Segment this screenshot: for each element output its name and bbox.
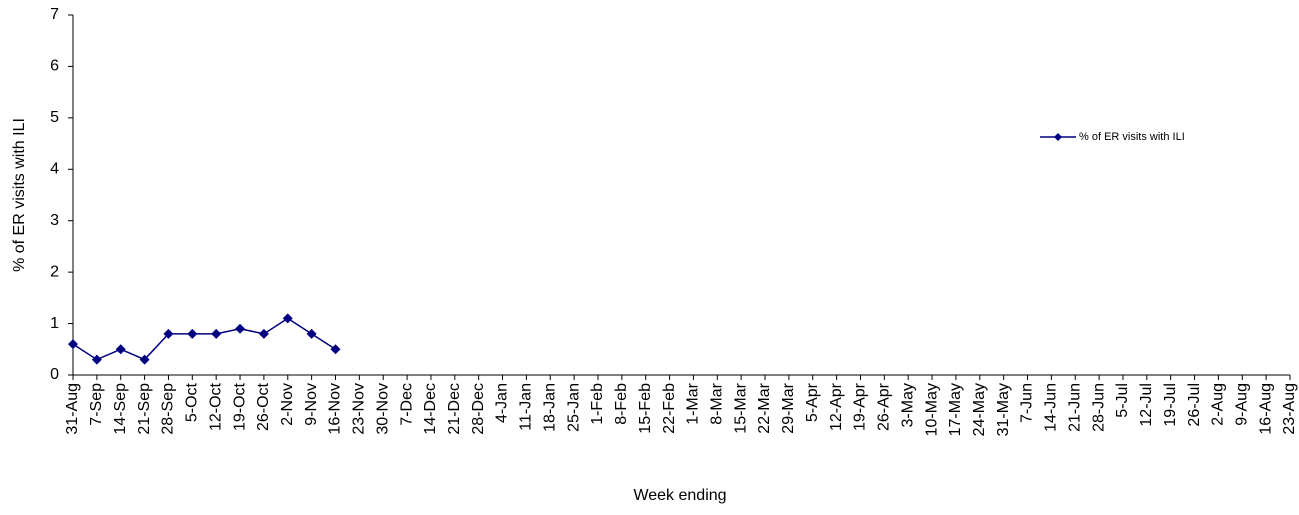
x-tick-label: 31-Aug — [64, 383, 81, 435]
y-tick-label: 5 — [50, 109, 59, 126]
x-tick-label: 21-Dec — [446, 383, 463, 435]
x-tick-label: 12-Apr — [828, 382, 845, 431]
x-tick-label: 25-Jan — [565, 383, 582, 432]
x-tick-label: 19-Oct — [231, 382, 248, 431]
x-tick-label: 26-Oct — [255, 382, 272, 431]
x-tick-label: 10-May — [923, 383, 940, 436]
x-tick-label: 26-Jul — [1186, 383, 1203, 427]
point-marker — [282, 313, 293, 324]
x-tick-label: 28-Dec — [470, 383, 487, 435]
x-tick-label: 1-Feb — [589, 383, 606, 425]
x-tick-label: 28-Sep — [160, 383, 177, 435]
point-marker — [91, 354, 102, 365]
x-tick-label: 14-Sep — [112, 383, 129, 435]
x-tick-label: 23-Nov — [351, 383, 368, 435]
x-tick-label: 8-Mar — [709, 382, 726, 424]
x-tick-label: 14-Jun — [1043, 383, 1060, 432]
series-line — [72, 317, 336, 361]
point-marker — [258, 328, 269, 339]
x-tick-label: 3-May — [899, 383, 916, 427]
point-marker — [115, 344, 126, 355]
x-tick-label: 18-Jan — [541, 383, 558, 432]
x-tick-label: 12-Jul — [1138, 383, 1155, 427]
x-tick-label: 5-Jul — [1114, 383, 1131, 418]
x-tick-label: 30-Nov — [374, 383, 391, 435]
x-tick-label: 19-Apr — [852, 382, 869, 431]
y-tick-label: 2 — [50, 263, 59, 280]
x-tick-label: 31-May — [995, 383, 1012, 436]
legend-marker — [1054, 133, 1062, 141]
x-tick-label: 5-Oct — [184, 382, 201, 422]
x-tick-label: 21-Sep — [136, 383, 153, 435]
x-tick-label: 16-Aug — [1257, 383, 1274, 435]
x-tick-label: 29-Mar — [780, 382, 797, 433]
x-tick-label: 19-Jul — [1162, 383, 1179, 427]
y-axis-title: % of ER visits with ILI — [11, 118, 28, 272]
point-marker — [306, 328, 317, 339]
x-tick-label: 7-Dec — [398, 383, 415, 426]
x-tick-label: 26-Apr — [876, 382, 893, 431]
point-marker — [235, 323, 246, 334]
x-tick-label: 2-Aug — [1210, 383, 1227, 426]
x-tick-label: 15-Feb — [637, 383, 654, 434]
point-marker — [163, 328, 174, 339]
x-tick-label: 1-Mar — [685, 382, 702, 424]
y-tick-label: 6 — [50, 58, 59, 75]
y-tick-label: 7 — [50, 6, 59, 23]
x-tick-label: 11-Jan — [518, 383, 535, 431]
x-tick-label: 21-Jun — [1066, 383, 1083, 432]
x-tick-label: 28-Jun — [1090, 383, 1107, 432]
x-tick-label: 8-Feb — [613, 383, 630, 425]
x-tick-label: 23-Aug — [1281, 383, 1298, 435]
y-tick-label: 4 — [50, 161, 59, 178]
x-tick-label: 2-Nov — [279, 383, 296, 426]
y-tick-label: 0 — [50, 366, 59, 383]
x-tick-label: 7-Jun — [1019, 383, 1036, 423]
x-tick-label: 7-Sep — [88, 383, 105, 426]
x-tick-label: 15-Mar — [732, 382, 749, 433]
x-tick-label: 17-May — [947, 383, 964, 436]
y-tick-label: 3 — [50, 212, 59, 229]
point-marker — [68, 339, 78, 350]
x-tick-label: 22-Feb — [661, 383, 678, 434]
x-tick-label: 24-May — [971, 383, 988, 436]
point-marker — [139, 354, 150, 365]
legend-label: % of ER visits with ILI — [1079, 131, 1185, 143]
y-tick-label: 1 — [50, 315, 59, 332]
x-tick-label: 12-Oct — [207, 382, 224, 431]
point-marker — [187, 328, 198, 339]
point-marker — [211, 328, 222, 339]
x-tick-label: 9-Aug — [1233, 383, 1250, 426]
x-tick-label: 22-Mar — [756, 382, 773, 433]
x-tick-label: 5-Apr — [804, 382, 821, 422]
x-tick-label: 9-Nov — [303, 383, 320, 426]
x-tick-label: 4-Jan — [494, 383, 511, 423]
x-tick-label: 14-Dec — [422, 383, 439, 435]
point-marker — [330, 344, 341, 355]
x-axis-title: Week ending — [633, 487, 726, 504]
x-tick-label: 16-Nov — [327, 383, 344, 435]
